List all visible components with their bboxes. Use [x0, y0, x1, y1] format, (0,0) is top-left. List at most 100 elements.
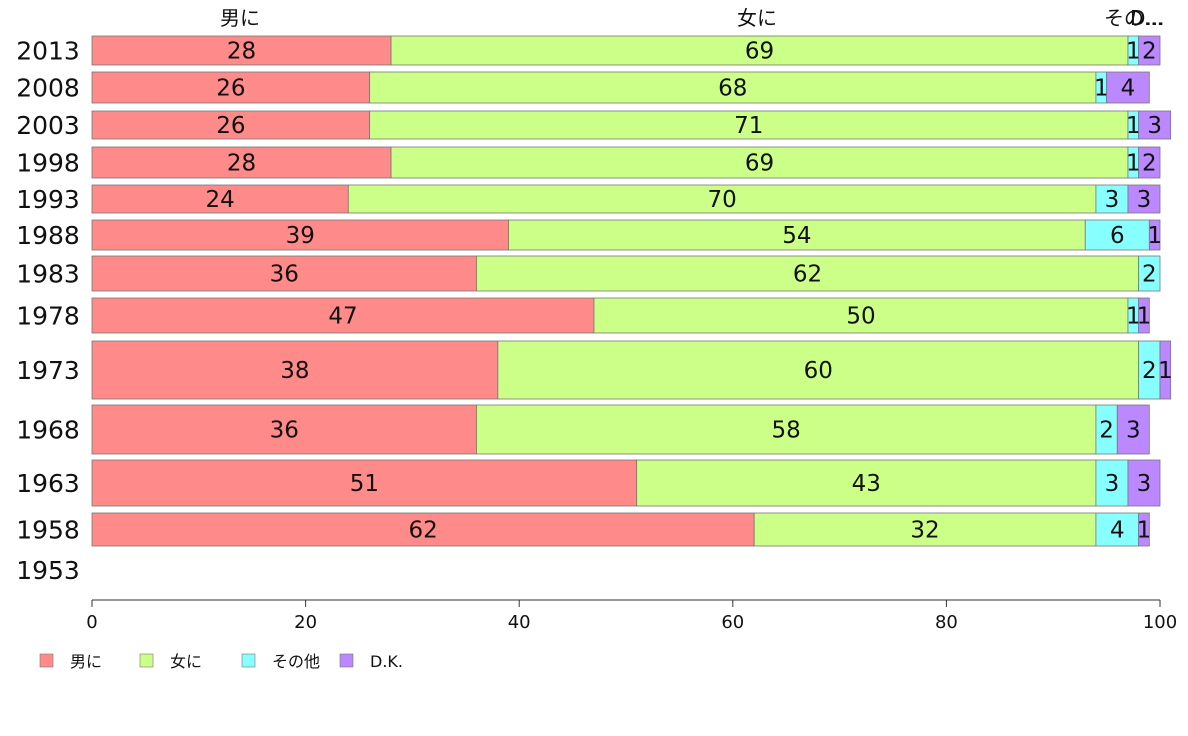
bar-1968-series-1	[476, 404, 1097, 455]
bar-2008-series-1	[369, 71, 1097, 104]
data-label-1978-series-3: 1	[1137, 304, 1152, 330]
data-label-1978-series-1: 50	[846, 304, 875, 330]
legend-swatch-0	[39, 653, 54, 668]
top-label-3: D...	[1130, 6, 1164, 30]
data-label-1993-series-3: 3	[1137, 187, 1152, 213]
bar-1988-series-2	[1084, 219, 1150, 251]
bar-1958-series-3	[1138, 512, 1150, 547]
top-labels: 男に 女に その...D...	[220, 6, 1164, 30]
legend-label-2: その他	[272, 652, 320, 671]
bar-1978-series-0	[91, 297, 595, 334]
data-label-1973-series-2: 2	[1142, 358, 1157, 384]
year-labels: 2013 2008 2003 1998 1993 1988 1983 1978 1973 1968…	[16, 37, 80, 586]
year-label-1998: 1998	[16, 149, 80, 178]
bar-1973-series-0	[91, 340, 499, 400]
bar-1993-series-1	[347, 184, 1097, 214]
legend-label-1: 女に	[170, 652, 202, 671]
bar-1973-series-3	[1159, 340, 1172, 400]
data-label-1963-series-2: 3	[1105, 471, 1120, 497]
data-label-1993-series-1: 70	[707, 187, 736, 213]
x-axis: 0 20 40 60 80 100	[86, 599, 1177, 633]
data-label-1998-series-2: 1	[1126, 151, 1141, 177]
bar-1968-series-0	[91, 404, 477, 455]
data-label-1988-series-1: 54	[782, 223, 811, 249]
data-label-1978-series-0: 47	[328, 304, 357, 330]
bar-1958-series-0	[91, 512, 755, 547]
data-label-2008-series-0: 26	[216, 76, 245, 102]
data-label-1958-series-1: 32	[910, 518, 939, 544]
data-label-1958-series-2: 4	[1110, 518, 1125, 544]
bar-1998-series-3	[1138, 146, 1161, 179]
bar-1958-series-2	[1095, 512, 1140, 547]
year-label-2003: 2003	[16, 111, 80, 140]
data-label-1968-series-1: 58	[772, 418, 801, 444]
bar-2003-series-1	[369, 110, 1129, 140]
data-label-2003-series-1: 71	[734, 113, 763, 139]
bar-1993-series-3	[1127, 184, 1161, 214]
bar-1978-series-1	[593, 297, 1129, 334]
data-label-1973-series-0: 38	[280, 358, 309, 384]
data-label-2003-series-0: 26	[216, 113, 245, 139]
bar-1973-series-1	[497, 340, 1140, 400]
year-label-1958: 1958	[16, 516, 80, 545]
data-label-2013-series-0: 28	[227, 39, 256, 65]
year-label-1983: 1983	[16, 260, 80, 289]
legend-swatch-3	[339, 653, 354, 668]
data-label-2013-series-1: 69	[745, 39, 774, 65]
bar-2008-series-0	[91, 71, 371, 104]
data-label-1988-series-0: 39	[286, 223, 315, 249]
x-tick-label-0: 0	[86, 612, 97, 633]
legend: 男に 女に その他 D.K.	[39, 652, 403, 671]
legend-swatch-1	[139, 653, 154, 668]
data-label-1998-series-3: 2	[1142, 151, 1157, 177]
data-label-1998-series-1: 69	[745, 151, 774, 177]
bar-1963-series-1	[636, 459, 1097, 507]
data-label-2008-series-3: 4	[1121, 76, 1136, 102]
bar-1988-series-0	[91, 219, 509, 251]
data-label-1983-series-0: 36	[270, 262, 299, 288]
year-label-1993: 1993	[16, 185, 80, 214]
bar-1968-series-3	[1116, 404, 1150, 455]
bars: 28 69 1 226 68 1 426 71 1 328 69 1 224 70 3 339 54 6 136 62…	[91, 35, 1173, 547]
top-label-0: 男に	[220, 6, 260, 30]
legend-swatch-2	[241, 653, 256, 668]
data-label-1963-series-0: 51	[350, 471, 379, 497]
data-label-1983-series-2: 2	[1142, 262, 1157, 288]
data-label-1968-series-0: 36	[270, 418, 299, 444]
legend-label-3: D.K.	[370, 652, 403, 671]
bar-1988-series-1	[508, 219, 1086, 251]
data-label-1993-series-2: 3	[1105, 187, 1120, 213]
data-label-1998-series-0: 28	[227, 151, 256, 177]
data-label-1988-series-3: 1	[1147, 223, 1162, 249]
data-label-1963-series-1: 43	[852, 471, 881, 497]
data-label-2003-series-2: 1	[1126, 113, 1141, 139]
bar-1998-series-1	[390, 146, 1129, 179]
data-label-1988-series-2: 6	[1110, 223, 1125, 249]
year-label-1978: 1978	[16, 302, 80, 331]
year-label-2013: 2013	[16, 37, 80, 66]
top-label-2: その...	[1104, 6, 1163, 30]
bar-1983-series-0	[91, 255, 477, 292]
data-label-1968-series-2: 2	[1099, 418, 1114, 444]
bar-2008-series-3	[1106, 71, 1150, 104]
bar-2013-series-3	[1138, 35, 1161, 66]
bar-2013-series-1	[390, 35, 1129, 66]
data-label-1958-series-3: 1	[1137, 518, 1152, 544]
x-tick-label-100: 100	[1143, 612, 1177, 633]
year-label-1988: 1988	[16, 221, 80, 250]
data-label-2013-series-2: 1	[1126, 39, 1141, 65]
x-tick-label-80: 80	[935, 612, 958, 633]
bar-2013-series-0	[91, 35, 392, 66]
bar-1988-series-3	[1148, 219, 1161, 251]
year-label-2008: 2008	[16, 74, 80, 103]
x-tick-label-60: 60	[721, 612, 744, 633]
bar-1998-series-0	[91, 146, 392, 179]
x-tick-label-40: 40	[508, 612, 531, 633]
bar-1963-series-3	[1127, 459, 1161, 507]
data-label-1963-series-3: 3	[1137, 471, 1152, 497]
data-label-2008-series-1: 68	[718, 76, 747, 102]
data-label-1973-series-1: 60	[804, 358, 833, 384]
data-label-2013-series-3: 2	[1142, 39, 1157, 65]
data-label-1978-series-2: 1	[1126, 304, 1141, 330]
